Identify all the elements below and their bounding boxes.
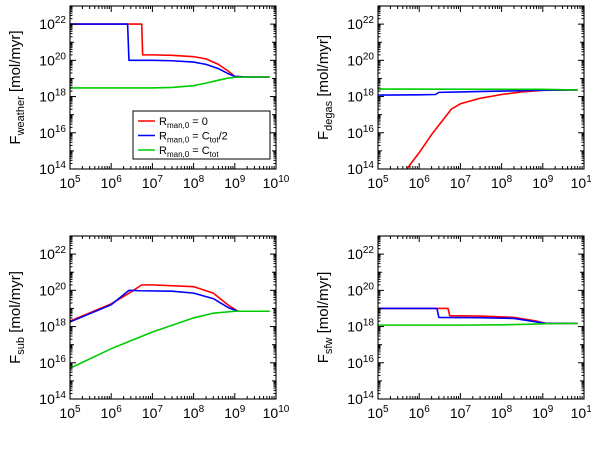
y-tick-label: 1016 xyxy=(39,124,66,141)
plot-frame xyxy=(69,235,277,400)
y-tick-label: 1020 xyxy=(39,51,66,68)
y-tick-label: 1014 xyxy=(347,160,374,177)
x-tick-label: 107 xyxy=(450,404,472,421)
series-line-a-2 xyxy=(70,23,270,78)
x-tick-label: 109 xyxy=(224,404,246,421)
y-tick-label: 1014 xyxy=(39,160,66,177)
panel-d: 105 106 107 108 109 1010 1014 1016 1018 1020 1022 F… xyxy=(315,235,591,421)
panel-b: 105 106 107 108 109 1010 1014 1016 1018 1020 1022 F… xyxy=(315,5,591,191)
y-tick-label: 1018 xyxy=(39,318,66,335)
series-line-c-1 xyxy=(70,284,270,322)
x-tick-label: 105 xyxy=(367,404,389,421)
panel-a: 105 106 107 108 109 1010 1014 1016 1018 1020 1022 F… xyxy=(7,5,290,191)
y-tick-label: 1016 xyxy=(39,354,66,371)
legend-label: Rman,0 = Ctot/2 xyxy=(159,131,228,145)
y-tick-label: 1016 xyxy=(347,124,374,141)
x-tick-label: 1010 xyxy=(263,174,290,191)
x-tick-label: 108 xyxy=(491,404,513,421)
y-tick-label: 1020 xyxy=(347,51,374,68)
x-tick-label: 106 xyxy=(101,404,123,421)
x-tick-label: 108 xyxy=(491,174,513,191)
x-tick-label: 107 xyxy=(142,404,164,421)
x-tick-label: 106 xyxy=(409,404,431,421)
x-tick-label: 109 xyxy=(224,174,246,191)
x-tick-label: 106 xyxy=(101,174,123,191)
legend-label: Rman,0 = 0 xyxy=(159,116,208,130)
series-line-d-1 xyxy=(378,307,578,325)
y-tick-label: 1020 xyxy=(39,281,66,298)
y-tick-label: 1016 xyxy=(347,354,374,371)
y-tick-label: 1022 xyxy=(347,245,374,262)
series-line-b-2 xyxy=(378,89,578,96)
y-tick-label: 1018 xyxy=(347,88,374,105)
legend-label: Rman,0 = Ctot xyxy=(159,145,219,159)
y-tick-label: 1022 xyxy=(39,245,66,262)
x-tick-label: 108 xyxy=(183,174,205,191)
x-tick-label: 109 xyxy=(532,174,554,191)
x-tick-label: 109 xyxy=(532,404,554,421)
y-tick-label: 1018 xyxy=(39,88,66,105)
series-line-d-3 xyxy=(378,322,578,326)
x-tick-label: 107 xyxy=(450,174,472,191)
y-tick-label: 1014 xyxy=(347,390,374,407)
plot-frame xyxy=(377,5,585,170)
series-line-c-3 xyxy=(70,310,270,369)
y-tick-label: 1022 xyxy=(347,15,374,32)
y-axis-label: Fsfw [mol/myr] xyxy=(315,272,335,364)
x-tick-label: 1010 xyxy=(571,404,591,421)
x-tick-label: 1010 xyxy=(571,174,591,191)
y-axis-label: Fweather [mol/myr] xyxy=(7,30,27,144)
series-line-b-1 xyxy=(406,89,578,169)
panel-c: 105 106 107 108 109 1010 1014 1016 1018 1020 1022 F… xyxy=(7,235,290,421)
x-tick-label: 106 xyxy=(409,174,431,191)
series-line-c-2 xyxy=(70,289,270,323)
y-tick-label: 1022 xyxy=(39,15,66,32)
x-tick-label: 108 xyxy=(183,404,205,421)
x-tick-label: 105 xyxy=(59,174,81,191)
y-axis-label: Fsub [mol/myr] xyxy=(7,271,27,364)
y-axis-label: Fdegas [mol/myr] xyxy=(315,35,335,140)
x-tick-label: 1010 xyxy=(263,404,290,421)
legend-box xyxy=(132,110,271,160)
y-tick-label: 1020 xyxy=(347,281,374,298)
x-tick-label: 105 xyxy=(59,404,81,421)
series-line-b-3 xyxy=(378,88,578,91)
x-tick-label: 107 xyxy=(142,174,164,191)
x-tick-label: 105 xyxy=(367,174,389,191)
series-line-a-1 xyxy=(70,23,270,78)
y-tick-label: 1018 xyxy=(347,318,374,335)
y-tick-label: 1014 xyxy=(39,390,66,407)
series-line-a-3 xyxy=(70,76,270,89)
